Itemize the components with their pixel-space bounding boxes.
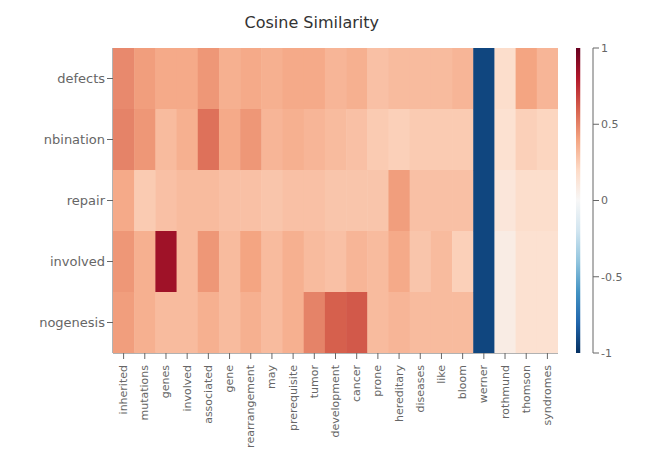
svg-text:rothmund: rothmund (499, 365, 512, 419)
svg-text:hereditary: hereditary (393, 365, 406, 422)
svg-text:cancer: cancer (350, 365, 363, 403)
svg-text:1: 1 (601, 42, 608, 55)
svg-text:-0.5: -0.5 (601, 271, 622, 284)
svg-text:nogenesis: nogenesis (39, 315, 105, 330)
svg-text:defects: defects (57, 71, 105, 86)
svg-text:tumor: tumor (308, 365, 321, 399)
svg-text:werner: werner (477, 365, 490, 404)
svg-text:genes: genes (159, 365, 172, 398)
svg-text:syndromes: syndromes (541, 365, 554, 426)
svg-text:associated: associated (202, 365, 215, 424)
svg-text:inherited: inherited (117, 365, 130, 414)
svg-text:diseases: diseases (414, 365, 427, 413)
svg-text:thomson: thomson (520, 365, 533, 413)
svg-text:rearrangement: rearrangement (244, 364, 257, 448)
svg-text:involved: involved (181, 365, 194, 412)
svg-text:mutations: mutations (138, 365, 151, 421)
svg-text:nbination: nbination (44, 132, 105, 147)
svg-text:may: may (265, 365, 278, 389)
svg-text:-1: -1 (601, 347, 612, 360)
svg-text:gene: gene (223, 365, 236, 393)
svg-text:development: development (329, 364, 342, 437)
svg-text:bloom: bloom (456, 365, 469, 399)
svg-text:0.5: 0.5 (601, 118, 619, 131)
svg-text:0: 0 (601, 194, 608, 207)
svg-text:like: like (435, 365, 448, 384)
svg-text:prone: prone (371, 365, 384, 397)
svg-text:prerequisite: prerequisite (287, 365, 300, 431)
html-text:Cosine Similarity: Cosine Similarity (244, 13, 379, 32)
svg-text:involved: involved (50, 254, 105, 269)
svg-text:repair: repair (67, 193, 106, 208)
